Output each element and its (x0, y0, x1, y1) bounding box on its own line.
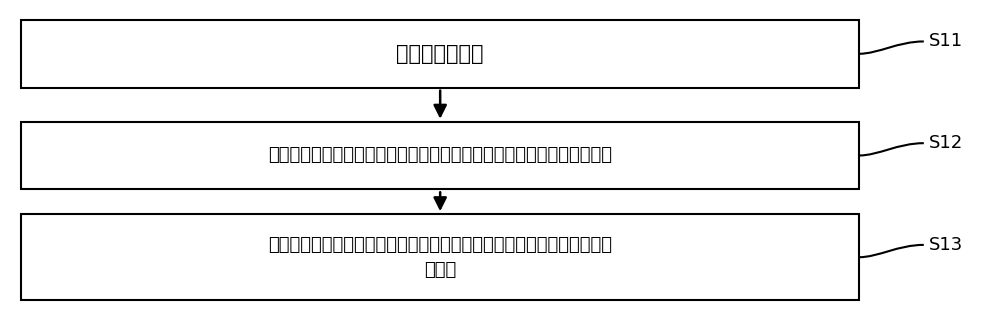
Text: 驱动脉冲开通步骤，用于根据母线电压值和锁相角，开通任一相桥臂的驱
动脉冲: 驱动脉冲开通步骤，用于根据母线电压值和锁相角，开通任一相桥臂的驱 动脉冲 (268, 236, 612, 279)
Text: S13: S13 (929, 236, 963, 254)
Text: S12: S12 (929, 134, 963, 152)
Text: S11: S11 (929, 32, 963, 50)
Bar (21, 122, 859, 189)
Text: 驱动脉冲封锁步骤，用于根据锁相角，封锁任一相桥臂的驱动脉冲；和，: 驱动脉冲封锁步骤，用于根据锁相角，封锁任一相桥臂的驱动脉冲；和， (268, 146, 612, 165)
Bar (21, 214, 859, 300)
Text: 锁相角获取步骤: 锁相角获取步骤 (396, 44, 484, 64)
Bar (21, 20, 859, 88)
